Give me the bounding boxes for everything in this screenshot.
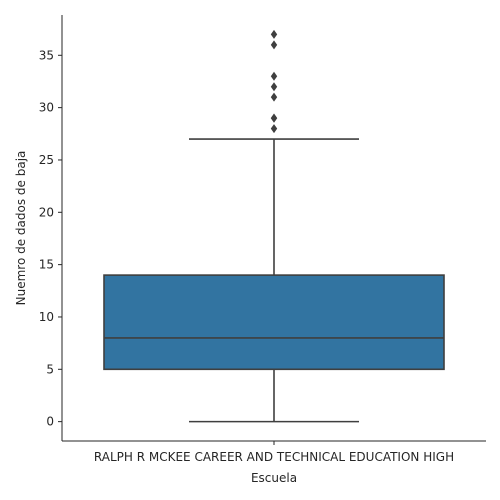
y-tick-label: 15 [39, 258, 54, 272]
x-axis-label: Escuela [251, 471, 297, 485]
x-axis-ticks: RALPH R MCKEE CAREER AND TECHNICAL EDUCA… [94, 441, 454, 464]
outlier-point [270, 92, 278, 102]
y-tick-label: 10 [39, 310, 54, 324]
y-tick-label: 35 [39, 48, 54, 62]
outlier-point [270, 71, 278, 81]
y-tick-label: 20 [39, 205, 54, 219]
outlier-point [270, 113, 278, 123]
iqr-box [103, 274, 445, 371]
y-tick-label: 25 [39, 153, 54, 167]
plot-area [103, 29, 445, 423]
outlier-point [270, 40, 278, 50]
outlier-point [270, 29, 278, 39]
x-tick-label: RALPH R MCKEE CAREER AND TECHNICAL EDUCA… [94, 450, 454, 464]
y-axis-label: Nuemro de dados de baja [14, 151, 28, 306]
y-axis-ticks: 0 5 10 15 20 25 30 35 [39, 48, 62, 429]
y-tick-label: 0 [46, 415, 54, 429]
y-tick-label: 30 [39, 101, 54, 115]
outlier-point [270, 82, 278, 92]
y-tick-label: 5 [46, 362, 54, 376]
outlier-point [270, 124, 278, 134]
